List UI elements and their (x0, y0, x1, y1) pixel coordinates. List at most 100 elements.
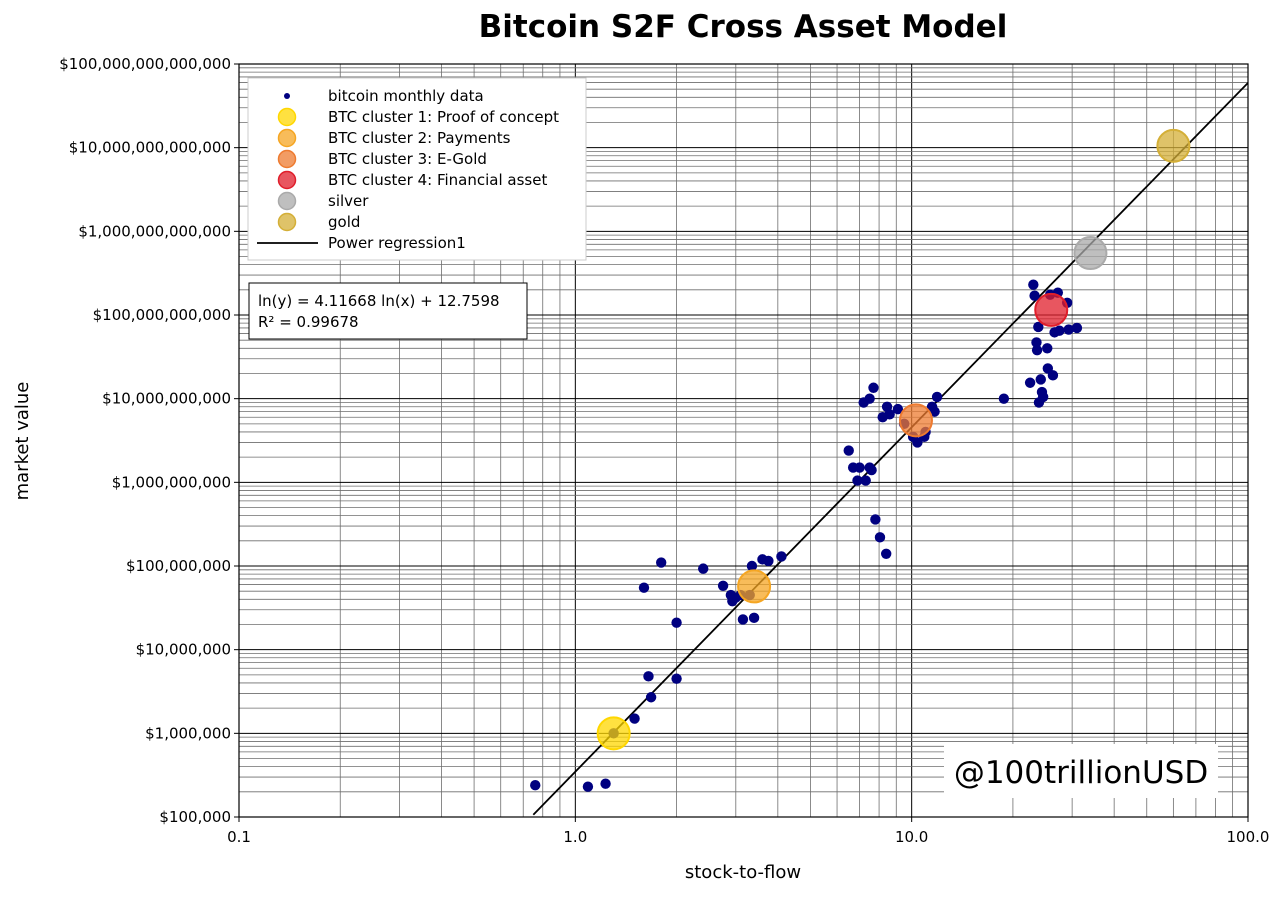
bitcoin-data-point (530, 779, 541, 791)
y-tick-label: $1,000,000 (145, 724, 231, 742)
equation-annotation: ln(y) = 4.11668 ln(x) + 12.7598 R² = 0.9… (248, 282, 528, 340)
bitcoin-data-point (645, 692, 657, 703)
chart-title: Bitcoin S2F Cross Asset Model (479, 9, 1008, 45)
bitcoin-data-point (1024, 377, 1036, 388)
y-tick-label: $10,000,000 (136, 641, 231, 659)
bitcoin-data-point (852, 475, 863, 486)
bitcoin-data-point (1054, 325, 1065, 336)
y-tick-label: $1,000,000,000,000 (78, 222, 231, 240)
bitcoin-data-point (1042, 343, 1053, 354)
legend-label: BTC cluster 1: Proof of concept (328, 108, 559, 126)
y-axis-label: market value (12, 382, 33, 501)
equation-text: ln(y) = 4.11668 ln(x) + 12.7598 (258, 292, 500, 310)
bitcoin-data-point (1063, 324, 1074, 335)
bitcoin-data-point (717, 580, 729, 591)
cluster-point (596, 716, 631, 751)
cluster-point (737, 569, 772, 604)
bitcoin-data-point (776, 551, 787, 562)
bitcoin-data-point (629, 713, 640, 724)
legend-label: BTC cluster 2: Payments (328, 129, 511, 147)
legend-label: gold (328, 213, 360, 231)
legend-label: BTC cluster 3: E-Gold (328, 150, 487, 168)
axes: 0.1 1.0 10.0 100.0 $100,000 $1,000,000 $10,000… (59, 55, 1269, 846)
bitcoin-data-point (998, 393, 1010, 404)
series-group (1073, 236, 1108, 271)
legend-marker (277, 170, 297, 190)
cluster-point (1156, 128, 1191, 163)
bitcoin-data-point (1047, 370, 1059, 381)
bitcoin-data-point (880, 548, 892, 559)
bitcoin-data-point (854, 462, 865, 473)
y-tick-label: $10,000,000,000 (102, 390, 231, 408)
bitcoin-data-point (868, 382, 879, 393)
bitcoin-data-point (874, 532, 886, 543)
y-tick-label: $100,000,000 (126, 557, 231, 575)
bitcoin-data-point (643, 671, 654, 682)
legend-marker (277, 107, 297, 127)
bitcoin-data-point (1035, 374, 1046, 385)
bitcoin-data-point (912, 437, 923, 448)
x-tick-label: 1.0 (563, 828, 587, 846)
data-points (530, 128, 1191, 792)
bitcoin-data-point (1071, 322, 1083, 334)
cluster-point (1034, 292, 1069, 327)
bitcoin-data-point (638, 582, 650, 593)
bitcoin-data-point (892, 403, 904, 415)
legend-label: BTC cluster 4: Financial asset (328, 171, 547, 189)
legend-marker (277, 212, 297, 232)
bitcoin-data-point (600, 778, 611, 789)
r-squared-text: R² = 0.99678 (258, 313, 359, 331)
bitcoin-data-point (1029, 290, 1040, 301)
series-group (737, 569, 772, 604)
plot-frame (238, 63, 1249, 818)
y-tick-label: $10,000,000,000,000 (69, 139, 231, 157)
cluster-point (1073, 236, 1108, 271)
bitcoin-data-point (1031, 337, 1042, 348)
bitcoin-data-point (671, 617, 682, 628)
y-tick-label: $100,000 (159, 808, 231, 826)
bitcoin-data-point (864, 393, 875, 404)
x-tick-label: 0.1 (227, 828, 251, 846)
bitcoin-data-point (582, 781, 594, 792)
legend-label: bitcoin monthly data (328, 87, 484, 105)
watermark: @100trillionUSD (944, 744, 1218, 798)
y-tick-label: $100,000,000,000,000 (59, 55, 231, 73)
legend-label: silver (328, 192, 369, 210)
bitcoin-data-point (1033, 321, 1044, 333)
x-tick-label: 10.0 (895, 828, 928, 846)
bitcoin-data-point (860, 475, 871, 486)
legend-label: Power regression1 (328, 234, 466, 252)
bitcoin-data-point (884, 409, 895, 420)
y-tick-label: $100,000,000,000 (93, 306, 231, 324)
bitcoin-data-point (870, 514, 881, 525)
bitcoin-data-point (931, 391, 943, 403)
series-group (898, 403, 933, 438)
bitcoin-data-point (698, 563, 709, 574)
legend-box (247, 77, 587, 261)
legend-marker (277, 191, 297, 211)
bitcoin-data-point (866, 464, 877, 476)
bitcoin-data-point (929, 406, 940, 417)
legend-marker-small (284, 93, 290, 99)
series-group (596, 716, 631, 751)
y-tick-label: $1,000,000,000 (112, 473, 231, 491)
cluster-point (898, 403, 933, 438)
bitcoin-data-point (1028, 279, 1039, 290)
bitcoin-data-point (1037, 391, 1049, 403)
x-axis-label: stock-to-flow (685, 862, 801, 883)
x-tick-label: 100.0 (1227, 828, 1270, 846)
bitcoin-data-point (671, 673, 682, 684)
bitcoin-data-point (748, 612, 760, 624)
bitcoin-data-point (1031, 344, 1043, 356)
bitcoin-data-point (737, 614, 749, 625)
watermark-text: @100trillionUSD (954, 755, 1208, 791)
bitcoin-data-point (655, 557, 667, 568)
series-group (1156, 128, 1191, 163)
legend: bitcoin monthly data BTC cluster 1: Proof… (247, 77, 587, 261)
bitcoin-data-point (746, 560, 758, 572)
bitcoin-data-point (843, 445, 854, 456)
legend-marker (277, 149, 297, 169)
series-group (1034, 292, 1069, 327)
